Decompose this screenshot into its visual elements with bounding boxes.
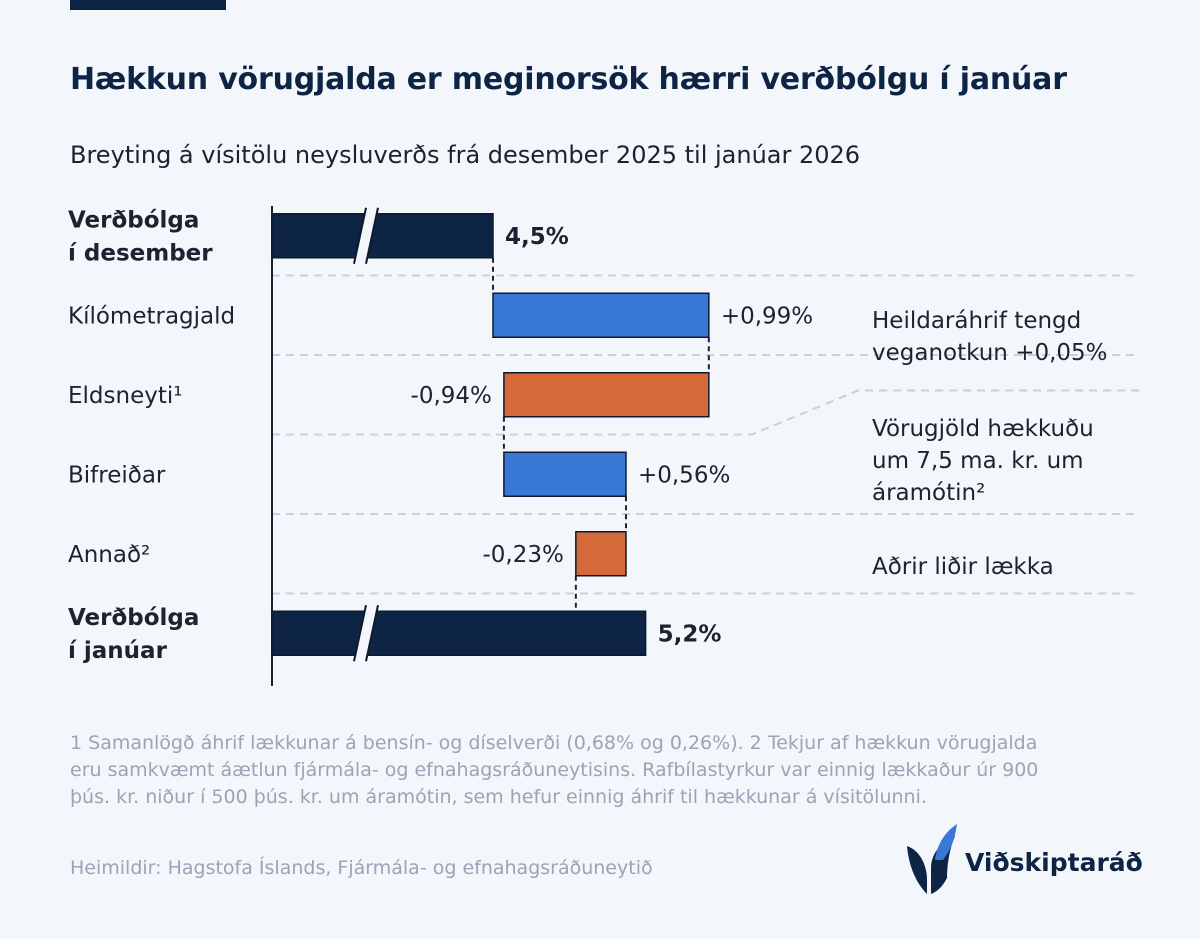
data-label: +0,99% (721, 303, 813, 329)
annotation-text: áramótin² (872, 480, 985, 506)
category-label: Annað² (68, 542, 150, 568)
vidskiptarad-logo-icon (907, 824, 957, 894)
data-label: 5,2% (658, 621, 722, 647)
annotation-text: Heildaráhrif tengd (872, 308, 1081, 334)
axis-break-gap (354, 605, 378, 662)
source-note: Heimildir: Hagstofa Íslands, Fjármála- o… (70, 857, 653, 879)
bar-increase (492, 292, 710, 338)
category-label: í desember (68, 240, 213, 266)
axis-break-mark (365, 207, 379, 264)
bar-total (271, 213, 494, 259)
top-accent-bar (70, 0, 226, 10)
annotation-text: Aðrir liðir lækka (872, 554, 1054, 580)
bar-decrease (503, 372, 710, 418)
axis-break-mark (353, 605, 367, 662)
category-label: Verðbólga (68, 207, 199, 233)
category-label: Verðbólga (68, 605, 199, 631)
axis-break-mark (365, 605, 379, 662)
category-label: í janúar (68, 638, 168, 664)
annotation-text: um 7,5 ma. kr. um (872, 448, 1084, 474)
logo-text: Viðskiptaráð (965, 848, 1143, 877)
category-label: Bifreiðar (68, 462, 166, 488)
footnote: 1 Samanlögð áhrif lækkunar á bensín- og … (70, 732, 1039, 808)
data-label: -0,94% (411, 383, 492, 409)
row-separator (272, 389, 1140, 436)
data-label: +0,56% (638, 462, 730, 488)
bar-total (271, 610, 647, 656)
annotation-text: Vörugjöld hækkuðu (872, 416, 1094, 442)
category-label: Kílómetragjald (68, 303, 235, 329)
category-label: Eldsneyti¹ (68, 383, 182, 409)
bar-decrease (575, 531, 627, 577)
axis-break-gap (354, 207, 378, 264)
data-label: -0,23% (482, 542, 563, 568)
axis-break-mark (353, 207, 367, 264)
bar-increase (503, 451, 627, 497)
chart-subtitle: Breyting á vísitölu neysluverðs frá dese… (70, 141, 861, 169)
data-label: 4,5% (505, 224, 569, 250)
waterfall-chart: 4,5% Verðbólga í desember +0,99% Kílómetragj… (68, 206, 1140, 686)
chart-title: Hækkun vörugjalda er meginorsök hærri ve… (70, 62, 1067, 97)
annotation-text: veganotkun +0,05% (872, 340, 1108, 366)
